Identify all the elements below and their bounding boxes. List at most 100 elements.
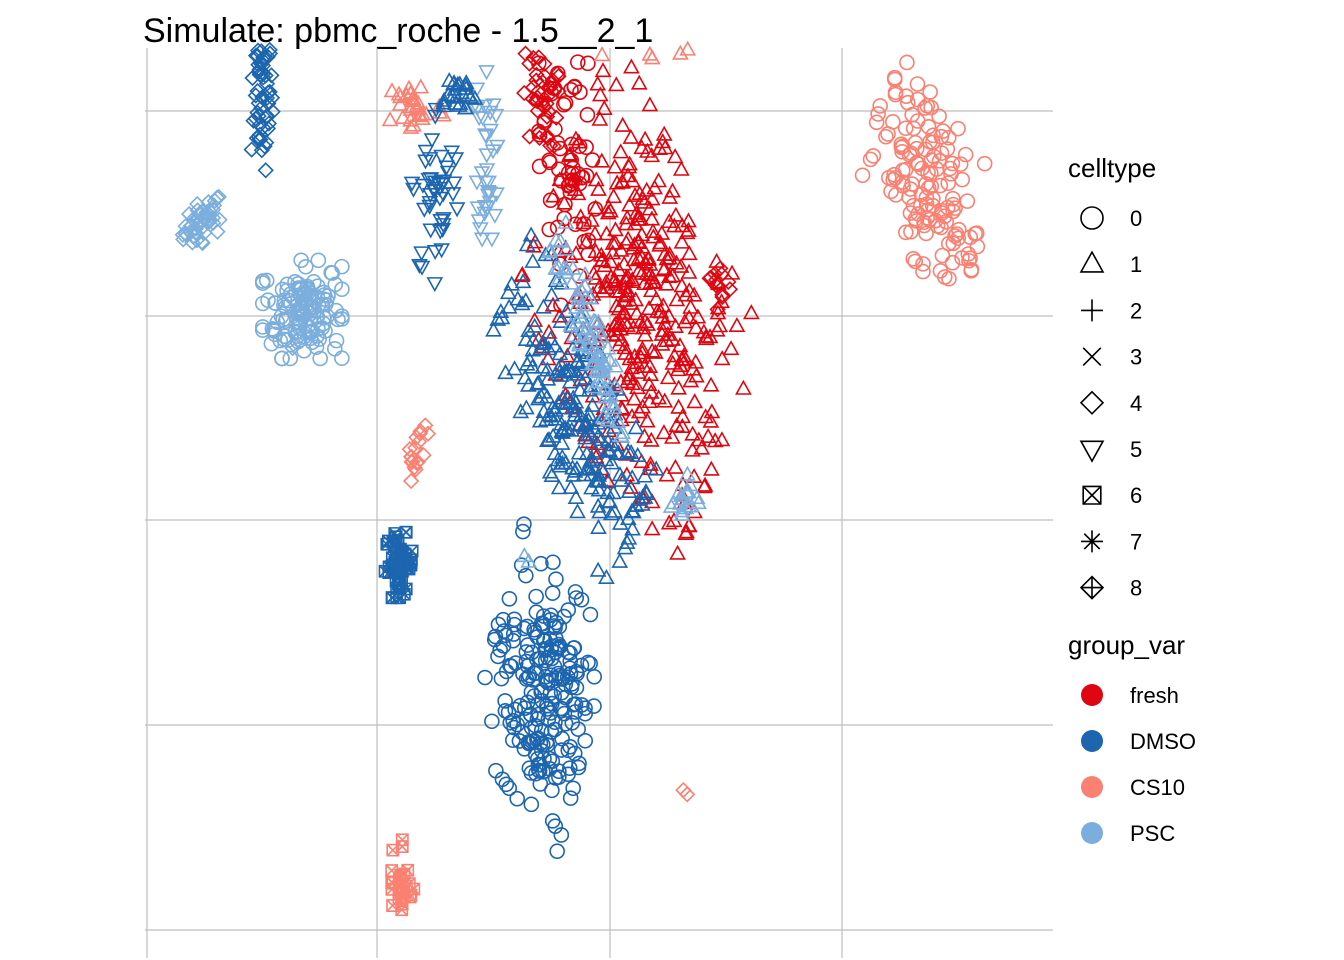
data-point: [503, 275, 521, 291]
data-point: [518, 671, 535, 687]
data-point: [570, 329, 588, 345]
data-point: [487, 108, 505, 124]
data-point: [561, 760, 578, 776]
data-point: [517, 45, 534, 62]
legend-key-shape: [1079, 390, 1105, 415]
data-point: [961, 252, 977, 269]
data-point: [561, 248, 579, 264]
data-point: [552, 232, 569, 248]
data-point: [479, 201, 496, 217]
data-point: [258, 272, 275, 289]
data-point: [584, 396, 601, 412]
data-point: [566, 406, 584, 422]
data-point: [584, 152, 601, 168]
data-point: [275, 311, 291, 328]
data-point: [887, 84, 904, 101]
data-point: [610, 261, 628, 277]
data-point: [440, 71, 458, 88]
data-point: [908, 155, 925, 171]
data-point: [476, 99, 494, 115]
data-point: [569, 185, 587, 201]
data-point: [569, 503, 586, 519]
data-point: [673, 233, 691, 249]
data-point: [507, 701, 524, 718]
data-point: [929, 218, 946, 234]
data-point: [544, 585, 561, 601]
data-point: [593, 252, 610, 268]
data-point: [334, 308, 350, 324]
data-point: [593, 46, 611, 62]
data-point: [194, 219, 211, 236]
data-point: [604, 436, 622, 452]
data-point: [623, 294, 640, 310]
data-point: [540, 406, 558, 422]
data-point: [682, 298, 699, 314]
data-point: [481, 105, 499, 121]
cluster-DMSO-celltype-6: [378, 525, 419, 605]
data-point: [630, 249, 648, 265]
data-point: [266, 322, 282, 338]
data-point: [612, 427, 630, 443]
data-point: [674, 408, 691, 424]
data-point: [898, 224, 914, 241]
data-point: [583, 211, 600, 227]
data-point: [623, 469, 641, 485]
data-point: [410, 433, 428, 450]
data-point: [251, 126, 269, 143]
data-point: [527, 92, 545, 109]
data-point: [412, 107, 429, 123]
data-point: [457, 76, 475, 92]
data-point: [457, 74, 475, 90]
data-point: [668, 291, 686, 307]
data-point: [412, 78, 430, 94]
data-point: [439, 86, 457, 102]
data-point: [472, 222, 489, 238]
data-point: [676, 313, 694, 329]
data-point: [505, 632, 521, 649]
data-point: [599, 322, 617, 338]
data-point: [656, 245, 674, 261]
data-point: [509, 716, 526, 733]
data-point: [591, 110, 609, 126]
data-point: [573, 657, 590, 674]
data-point: [210, 188, 227, 206]
data-point: [617, 269, 635, 285]
data-point: [524, 252, 542, 268]
data-point: [528, 765, 544, 782]
data-point: [954, 171, 970, 188]
data-point: [535, 383, 552, 399]
data-point: [523, 684, 540, 701]
data-point: [551, 161, 567, 178]
legend-label-group-var: fresh: [1130, 683, 1179, 708]
data-point: [500, 298, 518, 314]
data-point: [402, 118, 420, 134]
data-point: [575, 303, 592, 319]
data-point: [518, 236, 536, 252]
data-point: [518, 644, 535, 660]
data-point: [574, 320, 591, 336]
data-point: [909, 91, 926, 108]
data-point: [515, 547, 533, 563]
data-point: [655, 125, 673, 141]
data-point: [514, 273, 532, 289]
data-point: [427, 102, 445, 118]
data-point: [918, 196, 935, 213]
data-point: [177, 225, 194, 242]
data-point: [609, 412, 627, 428]
data-point: [656, 139, 674, 155]
data-point: [897, 120, 914, 137]
data-point: [564, 259, 582, 275]
data-point: [624, 375, 642, 391]
data-point: [711, 317, 729, 333]
data-point: [539, 431, 556, 447]
data-point: [624, 172, 641, 188]
cluster-DMSO-celltype-4: [243, 41, 281, 179]
data-point: [639, 250, 657, 266]
data-point: [650, 389, 668, 405]
data-point: [934, 247, 951, 264]
data-point: [415, 202, 433, 218]
data-point: [688, 367, 705, 383]
data-point: [389, 548, 403, 562]
data-point: [318, 292, 335, 308]
